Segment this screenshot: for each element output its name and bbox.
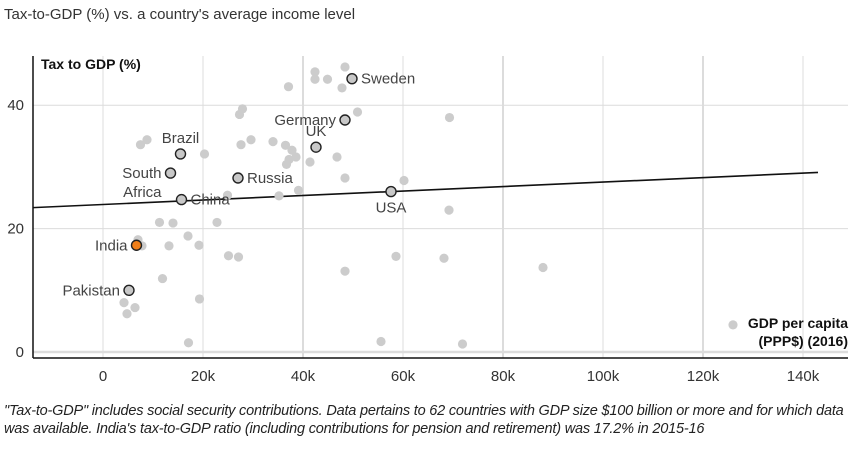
data-point[interactable] xyxy=(439,253,449,263)
point-label-sweden: Sweden xyxy=(361,71,415,88)
data-point-pakistan[interactable] xyxy=(123,284,135,296)
point-label-russia: Russia xyxy=(247,170,294,187)
data-point[interactable] xyxy=(222,190,233,200)
x-axis-label-line-2: (PPP$) (2016) xyxy=(759,333,848,349)
data-point-germany[interactable] xyxy=(339,114,351,126)
data-point[interactable] xyxy=(332,152,342,162)
x-tick-label: 140k xyxy=(787,368,820,385)
data-point-brazil[interactable] xyxy=(174,148,187,160)
data-point[interactable] xyxy=(287,145,297,155)
data-point-russia[interactable] xyxy=(232,172,244,184)
data-point[interactable] xyxy=(538,262,548,273)
point-label-south-africa: South xyxy=(122,165,161,182)
data-point[interactable] xyxy=(281,159,292,170)
data-point[interactable] xyxy=(194,294,205,304)
data-point[interactable] xyxy=(322,74,333,84)
data-point[interactable] xyxy=(183,338,194,348)
x-tick-label: 40k xyxy=(291,368,316,385)
x-tick-label: 0 xyxy=(99,368,107,385)
data-point[interactable] xyxy=(223,251,234,261)
data-point[interactable] xyxy=(728,320,738,330)
data-point[interactable] xyxy=(236,140,246,150)
x-tick-label: 60k xyxy=(391,368,416,385)
data-point[interactable] xyxy=(280,140,291,150)
gridlines xyxy=(33,56,848,358)
y-axis-label: Tax to GDP (%) xyxy=(41,56,141,72)
data-point[interactable] xyxy=(212,217,222,228)
data-point[interactable] xyxy=(154,217,165,228)
x-tick-label: 100k xyxy=(587,368,620,385)
data-point[interactable] xyxy=(183,231,193,241)
data-point[interactable] xyxy=(157,273,168,284)
data-point[interactable] xyxy=(337,83,347,93)
data-point[interactable] xyxy=(391,251,401,261)
data-point[interactable] xyxy=(130,302,140,313)
point-label-usa: USA xyxy=(376,200,407,217)
trend-line xyxy=(32,171,819,209)
data-point[interactable] xyxy=(310,67,320,77)
data-point[interactable] xyxy=(340,62,350,72)
data-point[interactable] xyxy=(199,149,210,159)
chart-title: Tax-to-GDP (%) vs. a country's average i… xyxy=(4,6,356,23)
point-label-brazil: Brazil xyxy=(162,130,200,147)
chart-footnote: "Tax-to-GDP" includes social security co… xyxy=(4,403,844,437)
data-point[interactable] xyxy=(283,82,294,92)
data-points xyxy=(119,62,738,349)
data-point[interactable] xyxy=(142,135,152,145)
data-point[interactable] xyxy=(194,240,204,250)
point-label-china: China xyxy=(191,192,231,209)
point-label-south-africa-line-2: Africa xyxy=(123,184,162,201)
data-point[interactable] xyxy=(164,241,174,251)
point-label-uk: UK xyxy=(306,123,327,140)
point-label-pakistan: Pakistan xyxy=(62,282,120,299)
data-point[interactable] xyxy=(291,152,301,162)
data-point[interactable] xyxy=(305,157,315,167)
data-point[interactable] xyxy=(376,336,386,347)
data-point-china[interactable] xyxy=(175,193,188,206)
data-point[interactable] xyxy=(168,218,178,228)
data-point[interactable] xyxy=(268,137,278,147)
data-point[interactable] xyxy=(233,252,244,262)
x-tick-label: 120k xyxy=(687,368,720,385)
data-point-south-africa[interactable] xyxy=(164,167,177,179)
data-point-uk[interactable] xyxy=(310,141,322,153)
data-point[interactable] xyxy=(293,185,304,195)
data-point-india[interactable] xyxy=(130,239,143,251)
data-point[interactable] xyxy=(237,104,248,114)
x-tick-label: 80k xyxy=(491,368,516,385)
data-point[interactable] xyxy=(135,140,146,150)
data-point[interactable] xyxy=(399,175,409,186)
data-point[interactable] xyxy=(444,205,454,215)
data-point[interactable] xyxy=(457,339,468,349)
data-point-usa[interactable] xyxy=(385,185,397,198)
data-point[interactable] xyxy=(119,298,129,308)
point-label-germany: Germany xyxy=(274,112,336,129)
data-point[interactable] xyxy=(340,266,350,276)
data-point[interactable] xyxy=(122,309,132,319)
data-point-sweden[interactable] xyxy=(346,72,358,85)
y-tick-label: 40 xyxy=(7,97,24,114)
y-tick-label: 0 xyxy=(16,344,24,361)
data-point[interactable] xyxy=(310,74,320,84)
data-point[interactable] xyxy=(274,191,284,201)
x-axis-label-line-1: GDP per capita xyxy=(748,315,848,331)
data-point[interactable] xyxy=(444,112,455,123)
data-point[interactable] xyxy=(340,173,350,183)
x-tick-label: 20k xyxy=(191,368,216,385)
y-tick-label: 20 xyxy=(7,221,24,238)
point-label-india: India xyxy=(95,237,128,254)
scatter-chart: 0 20k 40k 60k 80k 100k 120k 140k 0 20 40 Sweden Ger… xyxy=(7,56,848,385)
data-point[interactable] xyxy=(246,135,256,145)
data-point[interactable] xyxy=(352,107,363,117)
